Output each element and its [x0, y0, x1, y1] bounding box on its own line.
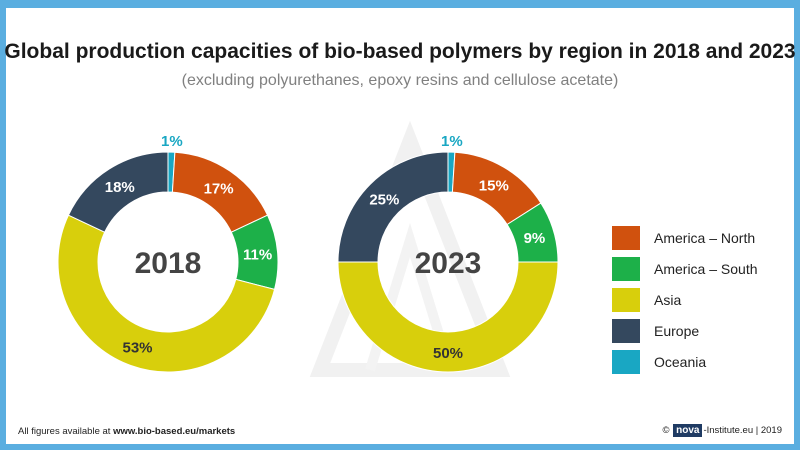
- footer-copyright: © nova -Institute.eu | 2019: [662, 424, 782, 437]
- footer-source: All figures available at www.bio-based.e…: [18, 426, 235, 437]
- legend: America – North America – South Asia Eur…: [612, 222, 758, 377]
- legend-swatch: [612, 318, 640, 343]
- slice-label: 53%: [122, 340, 152, 357]
- legend-swatch: [612, 256, 640, 281]
- slice-label: 11%: [243, 247, 272, 264]
- slice-label: 1%: [161, 133, 183, 150]
- donut-slice-europe: [67, 151, 169, 233]
- donut-center-label: 2018: [135, 247, 202, 280]
- footer-org: -Institute.eu | 2019: [703, 425, 782, 436]
- donut-slice-asia: [57, 214, 276, 373]
- slice-label: 1%: [441, 133, 463, 150]
- legend-label: Oceania: [654, 353, 707, 370]
- chart-title: Global production capacities of bio-base…: [4, 40, 796, 63]
- footer-link[interactable]: www.bio-based.eu/markets: [113, 426, 236, 437]
- legend-swatch: [612, 287, 640, 312]
- nova-logo: nova: [673, 424, 703, 437]
- footer-prefix: All figures available at: [18, 426, 114, 437]
- legend-item-america-north: America – North: [612, 222, 758, 253]
- legend-swatch: [612, 349, 640, 374]
- legend-label: Europe: [654, 322, 700, 339]
- legend-label: America – South: [654, 260, 758, 277]
- legend-item-asia: Asia: [612, 284, 758, 315]
- legend-item-europe: Europe: [612, 315, 758, 346]
- legend-label: America – North: [654, 229, 756, 246]
- slice-label: 9%: [524, 230, 546, 247]
- chart-subtitle: (excluding polyurethanes, epoxy resins a…: [181, 72, 619, 89]
- legend-label: Asia: [654, 291, 682, 308]
- slice-label: 17%: [204, 181, 234, 198]
- slice-label: 50%: [433, 345, 463, 362]
- legend-item-oceania: Oceania: [612, 346, 758, 377]
- slice-label: 15%: [479, 178, 509, 195]
- slice-label: 18%: [105, 179, 135, 196]
- legend-swatch: [612, 225, 640, 250]
- copyright-symbol: ©: [662, 425, 670, 436]
- legend-item-america-south: America – South: [612, 253, 758, 284]
- donut-center-label: 2023: [415, 247, 482, 280]
- donut-slice-europe: [337, 151, 449, 263]
- slice-label: 25%: [369, 191, 399, 208]
- donut-slice-asia: [337, 261, 559, 373]
